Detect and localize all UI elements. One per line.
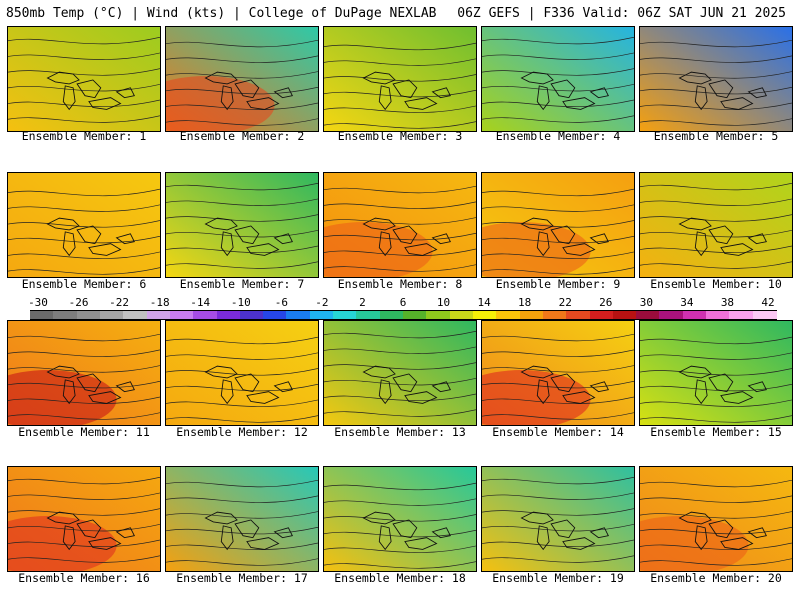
colorbar-swatch [239,310,264,320]
colorbar-swatch [123,310,148,320]
ensemble-caption-13: Ensemble Member: 13 [334,425,466,439]
ensemble-caption-18: Ensemble Member: 18 [334,571,466,585]
colorbar-swatch [496,310,521,320]
ensemble-panel-12 [165,320,319,426]
colorbar-tick-label: -14 [190,296,211,309]
ensemble-caption-7: Ensemble Member: 7 [179,277,305,291]
header-run-info: 06Z GEFS | F336 Valid: 06Z SAT JUN 21 20… [457,6,786,21]
colorbar-tick-label: 2 [359,296,366,309]
colorbar-swatch [659,310,684,320]
ensemble-caption-20: Ensemble Member: 20 [650,571,782,585]
ensemble-panel-11 [7,320,161,426]
colorbar-swatch [449,310,474,320]
ensemble-panel-7 [165,172,319,278]
colorbar-tick-label: 10 [436,296,451,309]
colorbar-swatch [53,310,78,320]
colorbar-swatch [379,310,404,320]
colorbar-tick-label: -10 [230,296,251,309]
colorbar-swatch [426,310,451,320]
ensemble-panel-16 [7,466,161,572]
colorbar-swatch [99,310,124,320]
colorbar-swatch [542,310,567,320]
ensemble-panel-6 [7,172,161,278]
colorbar-tick-label: 6 [399,296,407,309]
colorbar-tick-label: -6 [274,296,288,309]
colorbar-tick-label: 18 [518,296,532,309]
colorbar-swatch [76,310,101,320]
colorbar-swatch [519,310,544,320]
colorbar-tick-label: -26 [68,296,89,309]
colorbar-swatch [729,310,754,320]
ensemble-panel-10 [639,172,793,278]
ensemble-caption-5: Ensemble Member: 5 [653,129,779,143]
ensemble-caption-17: Ensemble Member: 17 [176,571,308,585]
colorbar-swatch [589,310,614,320]
ensemble-caption-16: Ensemble Member: 16 [18,571,150,585]
colorbar-swatch [706,310,730,320]
ensemble-panel-5 [639,26,793,132]
colorbar-swatch [566,310,590,320]
ensemble-caption-19: Ensemble Member: 19 [492,571,624,585]
colorbar-swatch [146,310,171,320]
ensemble-panel-15 [639,320,793,426]
colorbar-swatch [636,310,660,320]
ensemble-panel-9 [481,172,635,278]
colorbar-tick-label: -30 [28,296,48,309]
ensemble-caption-12: Ensemble Member: 12 [176,425,308,439]
colorbar-swatch [356,310,381,320]
colorbar-swatch [333,310,357,320]
colorbar-swatch [169,310,194,320]
colorbar-swatch [286,310,311,320]
ensemble-caption-2: Ensemble Member: 2 [179,129,305,143]
header-title: 850mb Temp (°C) | Wind (kts) | College o… [6,6,437,21]
ensemble-caption-11: Ensemble Member: 11 [18,425,150,439]
colorbar-tick-label: 42 [761,296,775,309]
ensemble-caption-10: Ensemble Member: 10 [650,277,782,291]
colorbar-swatch [309,310,334,320]
ensemble-caption-9: Ensemble Member: 9 [495,277,621,291]
colorbar-swatch [682,310,707,320]
colorbar-swatch [403,310,427,320]
ensemble-panel-13 [323,320,477,426]
colorbar-swatch [263,310,287,320]
colorbar-tick-label: 38 [720,296,735,309]
ensemble-panel-4 [481,26,635,132]
ensemble-panel-14 [481,320,635,426]
colorbar-tick-label: 22 [558,296,572,309]
ensemble-panel-3 [323,26,477,132]
ensemble-panel-2 [165,26,319,132]
ensemble-caption-1: Ensemble Member: 1 [21,129,147,143]
header: 850mb Temp (°C) | Wind (kts) | College o… [0,0,800,24]
ensemble-panel-17 [165,466,319,572]
ensemble-panel-19 [481,466,635,572]
ensemble-caption-14: Ensemble Member: 14 [492,425,624,439]
colorbar-tick-label: -2 [315,296,329,309]
colorbar-swatch [472,310,497,320]
temperature-colorbar: -30 -26 -22 -18 -14 -10 -6 -2 2 6 10 14 18 22 26 30 34 38… [0,296,800,320]
ensemble-panel-18 [323,466,477,572]
ensemble-caption-15: Ensemble Member: 15 [650,425,782,439]
ensemble-panel-8 [323,172,477,278]
colorbar-tick-label: 34 [680,296,694,309]
colorbar-swatch [30,310,54,320]
ensemble-caption-6: Ensemble Member: 6 [21,277,147,291]
colorbar-swatch [216,310,241,320]
colorbar-swatch [752,310,777,320]
colorbar-tick-label: 14 [477,296,491,309]
ensemble-caption-3: Ensemble Member: 3 [337,129,463,143]
ensemble-panel-1 [7,26,161,132]
colorbar-tick-label: 30 [639,296,653,309]
colorbar-swatch [193,310,217,320]
ensemble-caption-8: Ensemble Member: 8 [337,277,463,291]
colorbar-tick-label: -18 [149,296,170,309]
ensemble-panel-20 [639,466,793,572]
colorbar-swatch [612,310,637,320]
colorbar-tick-label: -22 [109,296,130,309]
ensemble-caption-4: Ensemble Member: 4 [495,129,621,143]
colorbar-tick-label: 26 [599,296,613,309]
